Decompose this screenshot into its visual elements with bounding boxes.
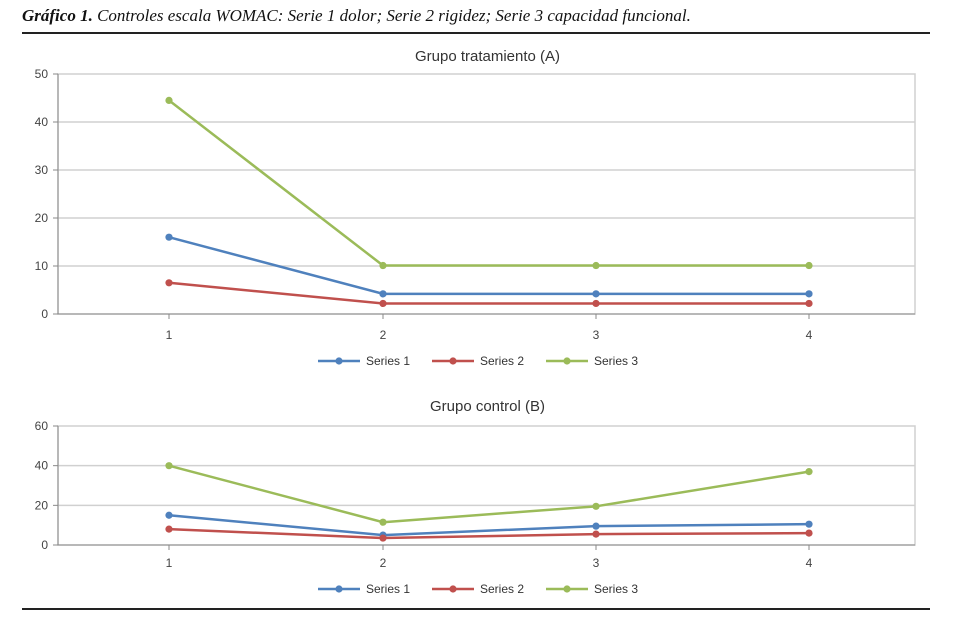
series-2-line	[168, 527, 810, 540]
series-2-line	[168, 281, 809, 305]
legend-marker-series-1	[335, 357, 343, 365]
chart-1: Grupo tratamiento (A) 0 10 20 30 40 50 1 2 3 4 Seri…	[35, 48, 916, 368]
plot-frame	[57, 73, 916, 315]
y-tick-label: 20	[35, 211, 49, 225]
y-tick-label: 40	[35, 115, 49, 129]
series-3-line	[168, 99, 809, 267]
legend-marker-series-3	[563, 357, 571, 365]
legend-label-series-1: Series 1	[366, 354, 410, 368]
figure-caption-label: Gráfico 1.	[22, 6, 93, 25]
series-3-point	[165, 96, 173, 104]
y-tick-label: 20	[35, 498, 49, 512]
series-2-point	[592, 299, 600, 308]
y-tick-label: 10	[35, 259, 49, 273]
figure-caption: Gráfico 1. Controles escala WOMAC: Serie…	[22, 6, 932, 26]
chart-2: Grupo control (B) 0 20 40 60 1 2 3 4 Series 1 Seri…	[35, 398, 916, 596]
series-3-point	[165, 462, 173, 470]
series-1-point	[592, 522, 600, 530]
bottom-rule	[22, 608, 930, 610]
legend-label-series-2: Series 2	[480, 582, 524, 596]
top-rule	[22, 32, 930, 34]
plot-frame	[57, 425, 916, 546]
x-tick-label: 1	[166, 556, 173, 570]
x-tick-label: 2	[380, 328, 387, 342]
chart-title: Grupo tratamiento (A)	[415, 48, 560, 65]
series-1-point	[592, 290, 600, 298]
x-tick-label: 4	[806, 328, 813, 342]
legend-marker-series-1	[335, 585, 343, 593]
legend-label-series-1: Series 1	[366, 582, 410, 596]
y-tick-label: 50	[35, 67, 49, 81]
x-tick-label: 4	[806, 556, 813, 570]
series-1-point	[805, 520, 813, 528]
y-tick-label: 40	[35, 459, 49, 473]
series-3-point	[592, 261, 600, 270]
series-3-point	[379, 261, 387, 270]
x-tick-label: 1	[166, 328, 173, 342]
y-tick-label: 30	[35, 163, 49, 177]
legend-marker-series-3	[563, 585, 571, 593]
series-1-point	[805, 290, 813, 298]
series-2-point	[165, 279, 173, 287]
series-3-point	[805, 261, 813, 270]
legend-label-series-2: Series 2	[480, 354, 524, 368]
series-3-point	[592, 502, 600, 510]
y-tick-label: 0	[41, 307, 48, 321]
chart-title: Grupo control (B)	[430, 398, 545, 415]
series-1-line	[168, 235, 809, 296]
series-2-point	[592, 530, 600, 538]
series-1-point	[165, 511, 173, 519]
series-2-point	[379, 299, 387, 308]
series-1-line	[168, 514, 810, 537]
x-tick-label: 3	[593, 328, 600, 342]
legend-label-series-3: Series 3	[594, 354, 638, 368]
legend-marker-series-2	[449, 585, 457, 593]
legend-marker-series-2	[449, 357, 457, 365]
y-tick-label: 60	[35, 419, 49, 433]
x-tick-label: 2	[380, 556, 387, 570]
series-2-point	[165, 525, 173, 533]
series-1-point	[165, 233, 173, 241]
series-3-line	[168, 464, 810, 524]
y-tick-label: 0	[41, 538, 48, 552]
legend-label-series-3: Series 3	[594, 582, 638, 596]
series-2-point	[805, 529, 813, 537]
series-3-point	[805, 468, 813, 476]
x-tick-label: 3	[593, 556, 600, 570]
series-3-point	[379, 518, 387, 526]
figure-caption-text: Controles escala WOMAC: Serie 1 dolor; S…	[97, 6, 691, 25]
series-2-point	[379, 534, 387, 542]
series-1-point	[379, 290, 387, 298]
series-2-point	[805, 299, 813, 308]
